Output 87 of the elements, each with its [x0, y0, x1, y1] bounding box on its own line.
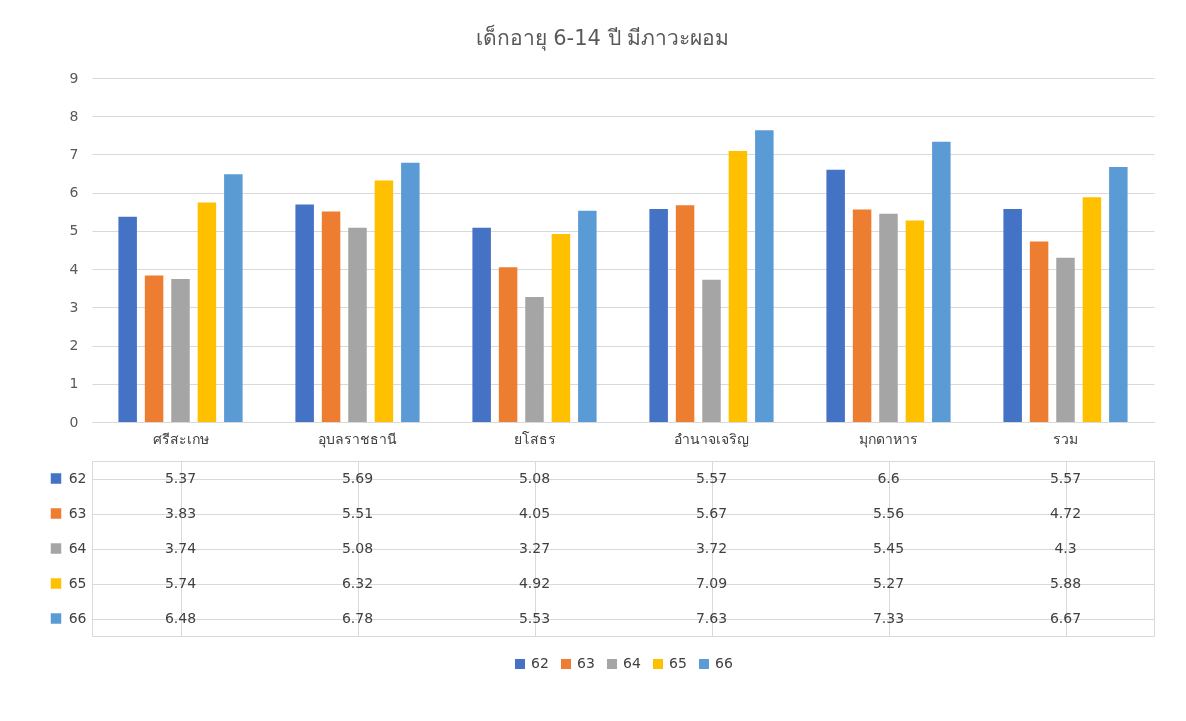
- x-tick-label: ยโสธร: [513, 430, 556, 447]
- x-tick-label: มุกดาหาร: [859, 430, 918, 448]
- bar: [498, 267, 518, 422]
- bar: [197, 202, 217, 422]
- legend-label: 65: [68, 575, 87, 591]
- data-label: 5.37: [164, 469, 197, 486]
- y-tick-label: 0: [69, 413, 79, 430]
- bar: [675, 205, 695, 422]
- y-tick-label: 6: [69, 184, 79, 201]
- data-label: 5.08: [341, 539, 374, 556]
- data-label: 6.67: [1049, 609, 1082, 626]
- bar: [1056, 257, 1075, 422]
- legend-label: 63: [68, 505, 87, 521]
- bar: [374, 180, 394, 422]
- data-label: 5.53: [518, 609, 551, 626]
- y-tick-label: 5: [69, 222, 79, 239]
- legend-label: 64: [68, 540, 87, 556]
- data-label: 6.32: [341, 574, 374, 591]
- bar: [1029, 241, 1049, 422]
- text: 66: [715, 655, 733, 671]
- bar: [348, 227, 367, 422]
- data-label: 4.05: [518, 504, 551, 521]
- bar: [1109, 167, 1128, 422]
- bar: [755, 130, 774, 422]
- text: 63: [577, 655, 595, 671]
- bar: [879, 213, 898, 422]
- data-label: 3.74: [164, 539, 197, 556]
- y-tick-label: 7: [69, 145, 79, 162]
- bar: [728, 151, 748, 422]
- bar: [144, 275, 164, 422]
- bar: [321, 211, 341, 422]
- text: 64: [623, 655, 641, 671]
- bar: [702, 279, 721, 422]
- data-label: 5.27: [872, 574, 905, 591]
- data-label: 7.33: [872, 609, 905, 626]
- data-label: 5.69: [341, 469, 374, 486]
- data-label: 6.6: [877, 469, 900, 486]
- bar: [1082, 197, 1102, 422]
- bar: [171, 279, 190, 422]
- bar: [295, 204, 314, 422]
- chart-title: เด็กอายุ 6-14 ปี มีภาวะผอม: [475, 24, 730, 51]
- text: 62: [531, 655, 549, 671]
- data-label: 5.57: [1049, 469, 1082, 486]
- data-label: 4.3: [1054, 539, 1077, 556]
- x-tick-label: อุบลราชธานี: [318, 430, 397, 448]
- data-label: 4.72: [1049, 504, 1082, 521]
- data-label: 5.67: [695, 504, 728, 521]
- bar: [472, 227, 491, 422]
- bar: [401, 162, 420, 422]
- bar: [905, 220, 925, 422]
- y-tick-label: 1: [69, 375, 79, 392]
- data-label: 5.74: [164, 574, 197, 591]
- data-label: 7.63: [695, 609, 728, 626]
- y-tick-label: 9: [69, 69, 79, 86]
- bar: [224, 174, 243, 422]
- bar: [525, 297, 544, 422]
- bar: [118, 216, 137, 422]
- data-label: 3.27: [518, 539, 551, 556]
- data-label: 3.72: [695, 539, 728, 556]
- bar: [1003, 209, 1022, 422]
- legend-label: 66: [68, 610, 87, 626]
- data-label: 5.45: [872, 539, 905, 556]
- x-tick-label: ศรีสะเกษ: [152, 430, 209, 447]
- data-label: 5.57: [695, 469, 728, 486]
- bar: [578, 210, 597, 422]
- y-tick-label: 8: [69, 107, 79, 124]
- data-label: 6.78: [341, 609, 374, 626]
- data-label: 5.56: [872, 504, 905, 521]
- data-label: 5.08: [518, 469, 551, 486]
- bar: [852, 209, 872, 422]
- y-tick-label: 2: [69, 337, 79, 354]
- data-label: 3.83: [164, 504, 197, 521]
- data-label: 5.88: [1049, 574, 1082, 591]
- data-label: 6.48: [164, 609, 197, 626]
- y-tick-label: 3: [69, 298, 79, 315]
- bar: [551, 233, 571, 422]
- bar: [932, 141, 951, 422]
- bar: [649, 209, 668, 422]
- y-tick-label: 4: [69, 260, 79, 277]
- data-label: 7.09: [695, 574, 728, 591]
- legend-label: 62: [68, 470, 87, 486]
- x-tick-label: อำนาจเจริญ: [674, 430, 749, 447]
- x-tick-label: รวม: [1053, 430, 1078, 447]
- data-label: 5.51: [341, 504, 374, 521]
- bar: [826, 169, 845, 422]
- data-label: 4.92: [518, 574, 551, 591]
- text: 65: [669, 655, 687, 671]
